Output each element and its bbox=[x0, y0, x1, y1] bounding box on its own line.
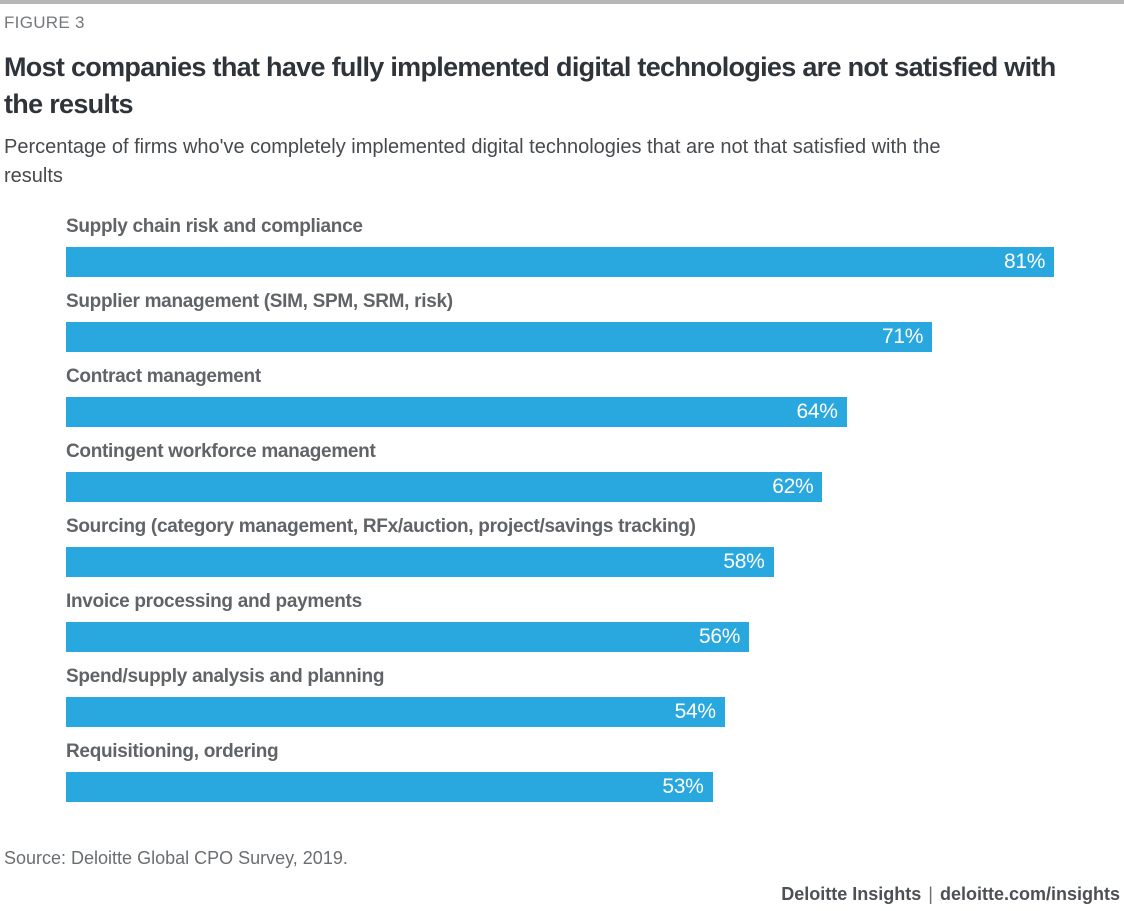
bar-value-label: 81% bbox=[1003, 250, 1046, 273]
bar-row: Invoice processing and payments 56% bbox=[66, 592, 1120, 652]
bar-category-label: Requisitioning, ordering bbox=[66, 741, 279, 762]
bar-category-label: Supply chain risk and compliance bbox=[66, 216, 363, 237]
bar-track: 81% bbox=[66, 247, 1120, 277]
bar: 53% bbox=[66, 772, 713, 802]
bar-track: 53% bbox=[66, 772, 1120, 802]
bar-value-label: 56% bbox=[698, 625, 741, 648]
footer-separator: | bbox=[928, 884, 933, 904]
bar-category-label: Sourcing (category management, RFx/aucti… bbox=[66, 516, 696, 537]
bar-track: 54% bbox=[66, 697, 1120, 727]
bar-track: 62% bbox=[66, 472, 1120, 502]
bar: 56% bbox=[66, 622, 750, 652]
figure-title: Most companies that have fully implement… bbox=[4, 52, 1056, 119]
bar-value-label: 71% bbox=[882, 325, 924, 348]
bar: 64% bbox=[66, 397, 847, 427]
bar-category-label: Supplier management (SIM, SPM, SRM, risk… bbox=[66, 291, 453, 312]
bar: 54% bbox=[66, 697, 725, 727]
figure-number-label: FIGURE 3 bbox=[4, 13, 85, 32]
bar-value-label: 58% bbox=[723, 550, 765, 573]
bar-category-label: Invoice processing and payments bbox=[66, 591, 362, 612]
source-note: Source: Deloitte Global CPO Survey, 2019… bbox=[4, 848, 348, 868]
bar-value-label: 53% bbox=[662, 775, 704, 798]
figure-content: FIGURE 3 Most companies that have fully … bbox=[0, 13, 1124, 905]
bar-track: 56% bbox=[66, 622, 1120, 652]
bar-track: 64% bbox=[66, 397, 1120, 427]
bar-category-label: Contingent workforce management bbox=[66, 441, 376, 462]
figure-subtitle: Percentage of firms who've completely im… bbox=[4, 136, 941, 187]
bar-row: Spend/supply analysis and planning 54% bbox=[66, 667, 1120, 727]
horizontal-bar-chart: Supply chain risk and compliance 81% Suppl… bbox=[66, 217, 1120, 802]
bar-row: Requisitioning, ordering 53% bbox=[66, 742, 1120, 802]
bar: 62% bbox=[66, 472, 823, 502]
bar-row: Sourcing (category management, RFx/aucti… bbox=[66, 517, 1120, 577]
bar: 81% bbox=[66, 247, 1055, 277]
bar-row: Supplier management (SIM, SPM, SRM, risk… bbox=[66, 292, 1120, 352]
bar-track: 71% bbox=[66, 322, 1120, 352]
bar-category-label: Spend/supply analysis and planning bbox=[66, 666, 385, 687]
bar-track: 58% bbox=[66, 547, 1120, 577]
bar-value-label: 64% bbox=[796, 400, 838, 423]
bar-category-label: Contract management bbox=[66, 366, 261, 387]
bar-value-label: 54% bbox=[674, 700, 716, 723]
bar-row: Contract management 64% bbox=[66, 367, 1120, 427]
footer-url: deloitte.com/insights bbox=[939, 884, 1120, 904]
bar: 58% bbox=[66, 547, 774, 577]
bar-row: Supply chain risk and compliance 81% bbox=[66, 217, 1120, 277]
footer-brand: Deloitte Insights bbox=[781, 884, 922, 904]
bar: 71% bbox=[66, 322, 933, 352]
bar-row: Contingent workforce management 62% bbox=[66, 442, 1120, 502]
footer-credit: Deloitte Insights | deloitte.com/insights bbox=[4, 883, 1120, 905]
bar-value-label: 62% bbox=[772, 475, 814, 498]
top-border-strip bbox=[0, 0, 1124, 4]
